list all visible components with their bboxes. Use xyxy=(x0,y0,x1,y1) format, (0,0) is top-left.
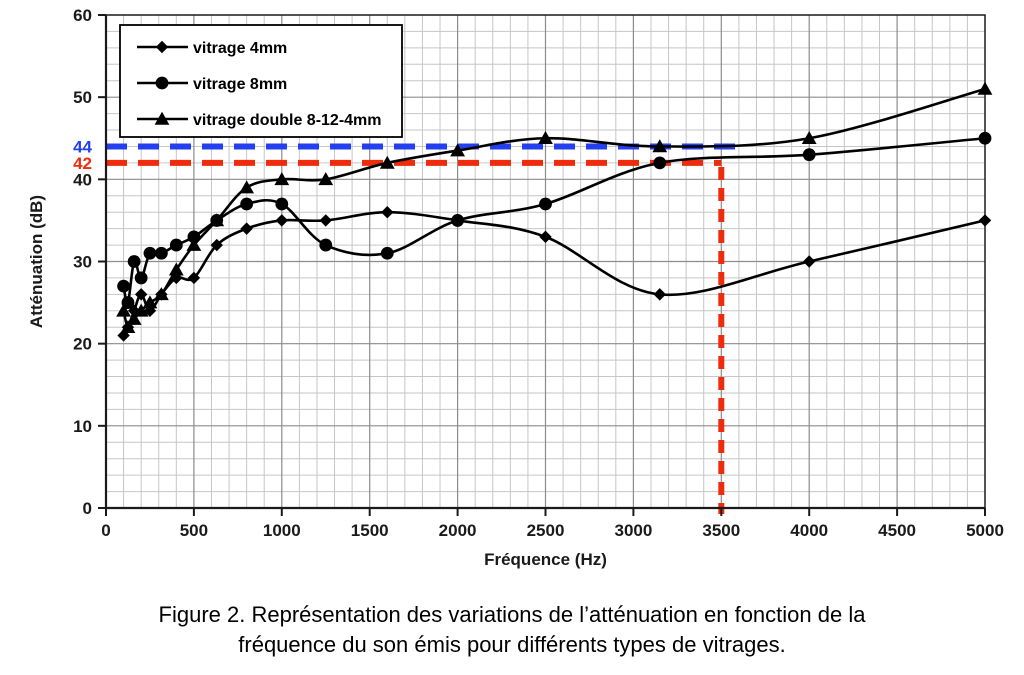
x-tick-label: 3000 xyxy=(614,521,652,540)
y-tick-label: 60 xyxy=(73,6,92,25)
x-tick-label: 4500 xyxy=(878,521,916,540)
y-tick-label: 30 xyxy=(73,253,92,272)
y-axis-title: Atténuation (dB) xyxy=(27,195,46,328)
ref-label-42: 42 xyxy=(73,154,92,173)
chart-svg: 0 10 20 30 40 50 60 0 500 1000 1500 2000 2500 3000 350… xyxy=(27,6,1004,569)
y-tick-label: 40 xyxy=(73,170,92,189)
reference-lines xyxy=(106,143,738,166)
figure-caption: Figure 2. Représentation des variations … xyxy=(0,600,1024,660)
legend-label: vitrage 8mm xyxy=(193,76,287,93)
x-tick-label: 0 xyxy=(101,521,110,540)
series-vitrage-4mm xyxy=(117,206,992,342)
legend-item-circle: vitrage 8mm xyxy=(137,76,287,93)
legend-label: vitrage 4mm xyxy=(193,40,287,57)
attenuation-frequency-chart: 0 10 20 30 40 50 60 0 500 1000 1500 2000 2500 3000 350… xyxy=(27,6,1004,569)
series-vitrage-double-8-12-4mm xyxy=(116,81,993,334)
x-tick-label: 4000 xyxy=(790,521,828,540)
axes: 0 10 20 30 40 50 60 0 500 1000 1500 2000 2500 3000 350… xyxy=(73,6,1004,540)
x-tick-label: 5000 xyxy=(966,521,1004,540)
figure-2: 0 10 20 30 40 50 60 0 500 1000 1500 2000 2500 3000 350… xyxy=(0,6,1024,660)
legend-label: vitrage double 8-12-4mm xyxy=(193,112,382,129)
x-tick-label: 1000 xyxy=(263,521,301,540)
y-tick-label: 20 xyxy=(73,335,92,354)
x-tick-label: 2500 xyxy=(527,521,565,540)
y-tick-label: 10 xyxy=(73,417,92,436)
x-tick-label: 2000 xyxy=(439,521,477,540)
y-tick-label: 0 xyxy=(83,499,92,518)
caption-line-1: Figure 2. Représentation des variations … xyxy=(158,602,866,627)
legend-item-diamond: vitrage 4mm xyxy=(137,40,287,57)
x-axis-title: Fréquence (Hz) xyxy=(484,550,607,569)
x-tick-label: 3500 xyxy=(702,521,740,540)
ref-label-44: 44 xyxy=(73,137,92,156)
x-tick-label: 1500 xyxy=(351,521,389,540)
legend-item-triangle: vitrage double 8-12-4mm xyxy=(137,111,382,129)
caption-line-2: fréquence du son émis pour différents ty… xyxy=(238,632,786,657)
x-tick-label: 500 xyxy=(180,521,208,540)
legend: vitrage 4mm vitrage 8mm vitrage double 8-1… xyxy=(119,24,403,138)
series-vitrage-8mm xyxy=(117,131,992,309)
y-tick-label: 50 xyxy=(73,88,92,107)
